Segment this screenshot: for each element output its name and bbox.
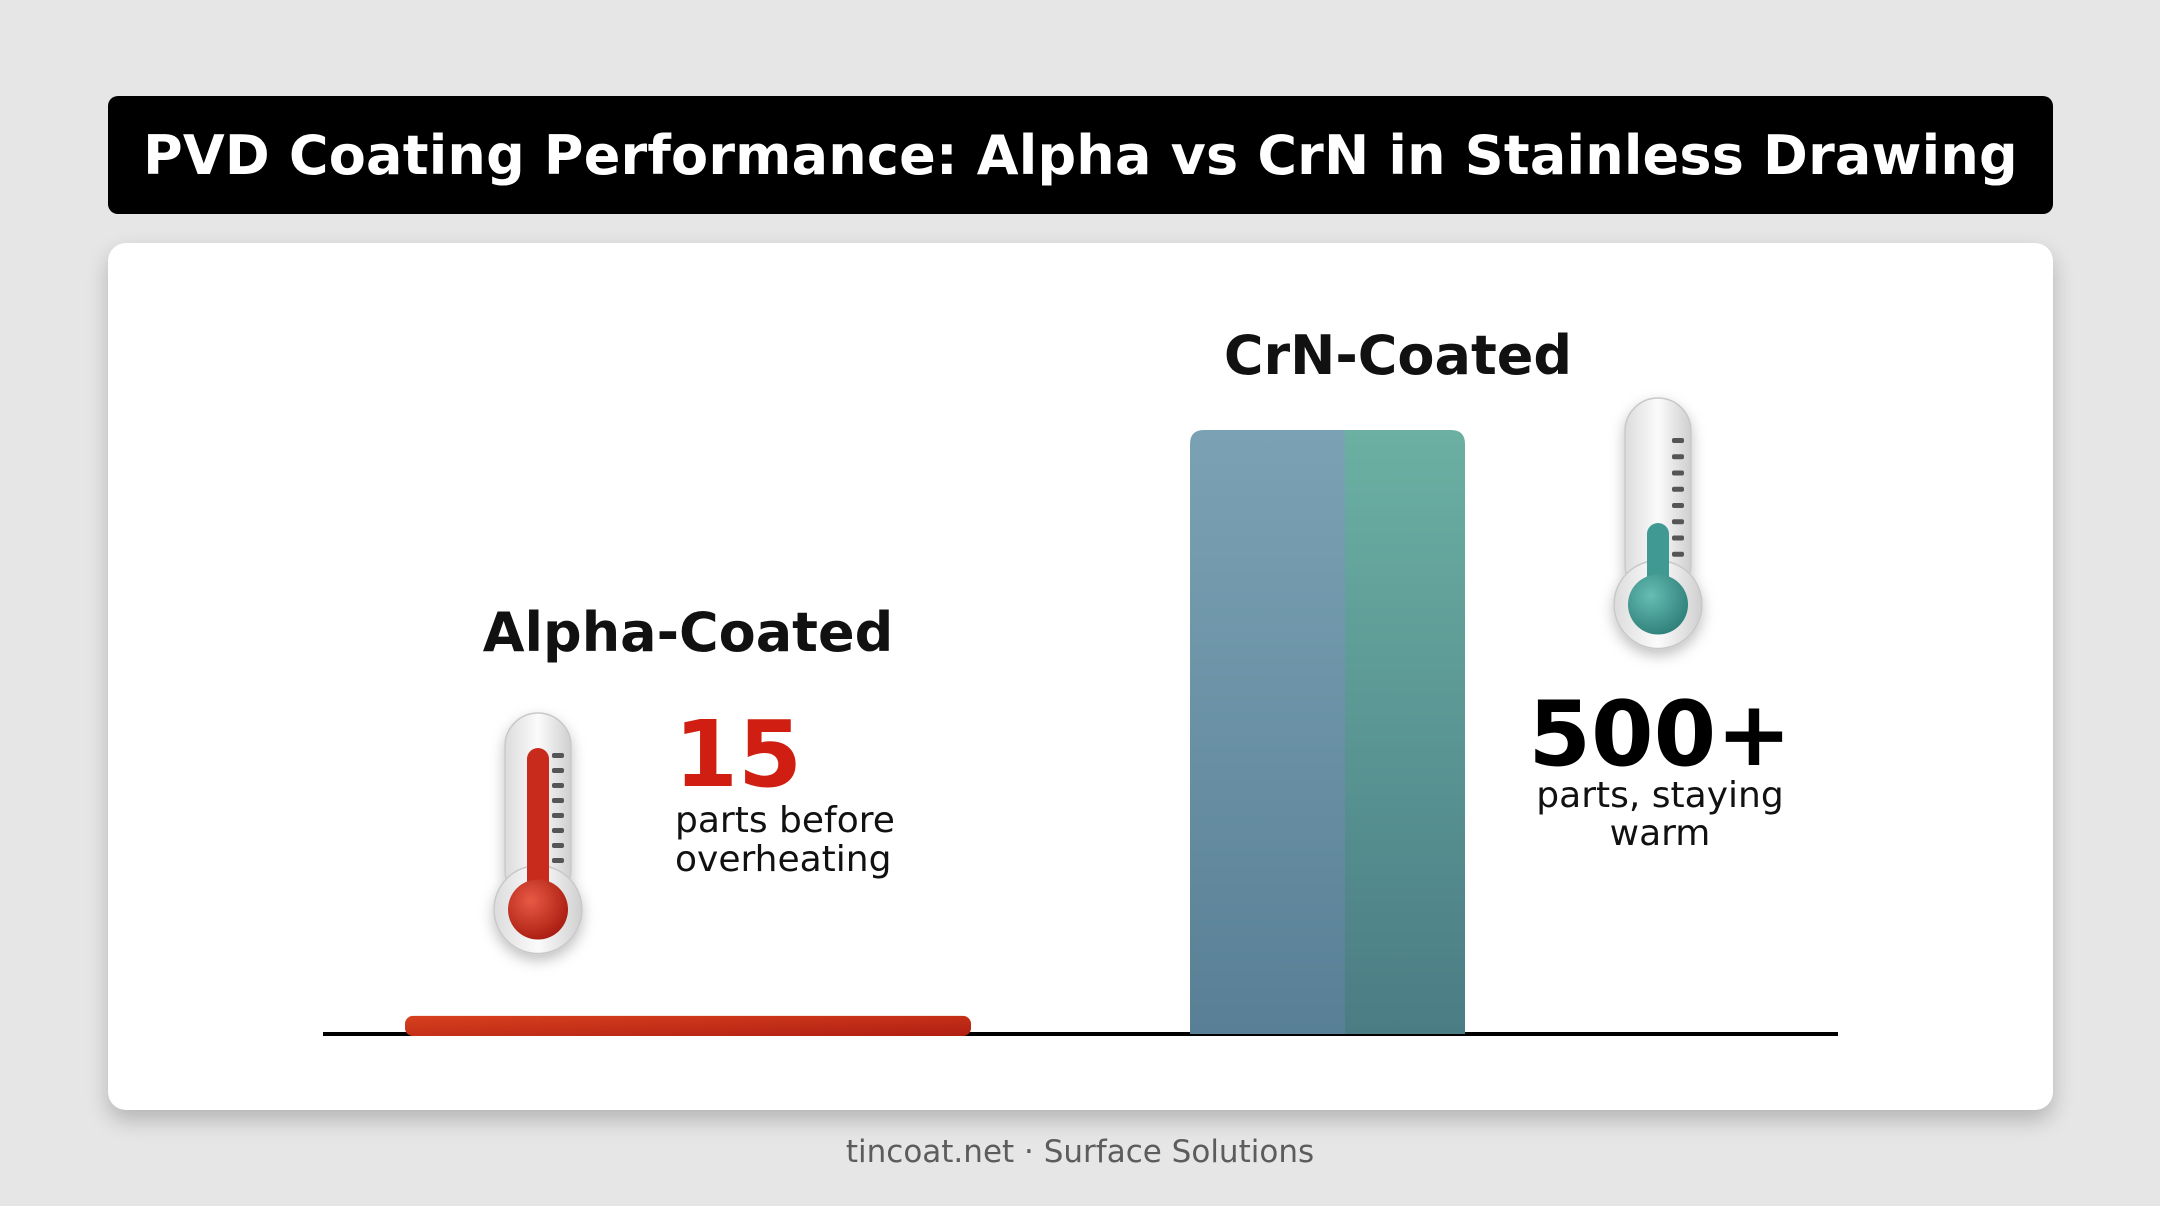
thermometer-cool-icon	[1613, 397, 1703, 650]
thermometer-hot-icon	[493, 712, 583, 955]
value-label-crn: 500+	[1528, 682, 1791, 787]
caption-alpha-line-2: overheating	[675, 839, 891, 880]
category-label-crn-coated: CrN-Coated	[1224, 324, 1572, 387]
chart-panel: Alpha-Coated 15 parts before overheating CrN…	[108, 243, 2053, 1110]
title-bar: PVD Coating Performance: Alpha vs CrN in…	[108, 96, 2053, 214]
bar-alpha-coated	[405, 1015, 971, 1036]
footer: tincoat.net · Surface Solutions	[845, 1134, 1315, 1170]
page-title: PVD Coating Performance: Alpha vs CrN in…	[143, 123, 2018, 187]
value-label-alpha: 15	[674, 701, 802, 808]
caption-crn-line-1: parts, staying	[1536, 775, 1783, 816]
caption-crn-line-2: warm	[1610, 813, 1711, 854]
category-label-alpha-coated: Alpha-Coated	[483, 601, 894, 664]
caption-alpha-line-1: parts before	[675, 800, 895, 841]
bar-crn-coated-left-face	[1190, 430, 1345, 1034]
bar-crn-coated-right-face	[1345, 430, 1465, 1034]
